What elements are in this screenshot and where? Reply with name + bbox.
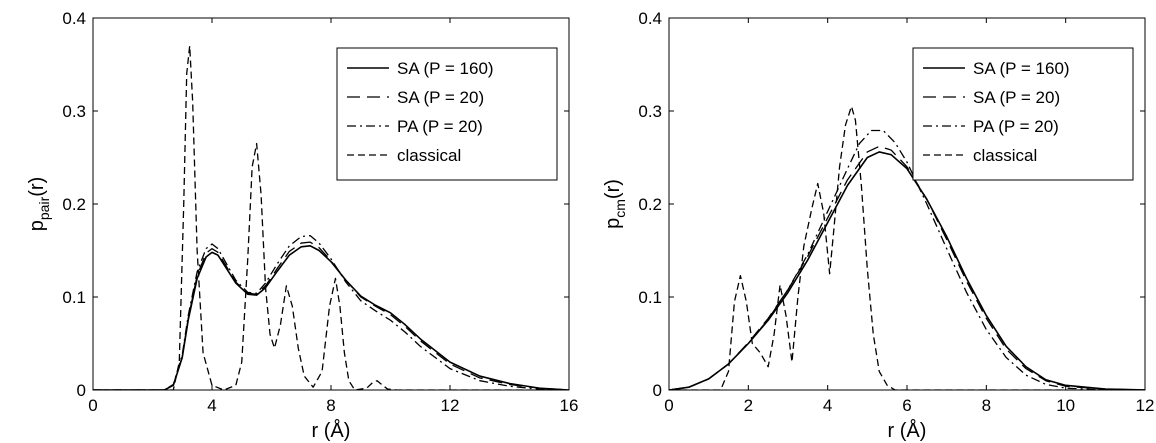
legend-box bbox=[912, 47, 1134, 181]
legend-label: classical bbox=[397, 146, 461, 165]
series-group bbox=[669, 105, 1145, 390]
x-tick-label: 4 bbox=[207, 396, 216, 415]
x-tick-label: 4 bbox=[823, 396, 832, 415]
y-tick-label: 0.2 bbox=[638, 195, 662, 214]
y-tick-label: 0.3 bbox=[62, 102, 86, 121]
x-tick-label: 12 bbox=[441, 396, 460, 415]
x-tick-label: 10 bbox=[1056, 396, 1075, 415]
series-line-sa-p-160 bbox=[93, 245, 569, 390]
series-group bbox=[93, 45, 569, 390]
series-line-sa-p-160 bbox=[669, 151, 1145, 390]
y-axis-label-suffix: (r) bbox=[602, 179, 624, 199]
legend: SA (P = 160) SA (P = 20) PA (P = 20) classi… bbox=[912, 47, 1134, 181]
y-axis-label: ppair(r) bbox=[26, 177, 52, 231]
y-axis-label-suffix: (r) bbox=[26, 177, 48, 197]
y-tick-label: 0.1 bbox=[638, 288, 662, 307]
y-tick-label: 0.1 bbox=[62, 288, 86, 307]
y-tick-label: 0.3 bbox=[638, 102, 662, 121]
x-tick-label: 0 bbox=[664, 396, 673, 415]
legend-box bbox=[336, 47, 558, 181]
y-axis-label: pcm(r) bbox=[602, 179, 628, 229]
x-tick-label: 8 bbox=[982, 396, 991, 415]
y-axis-label-main: p bbox=[26, 220, 48, 231]
left-chart-pair-distribution: 0 4 8 12 16 0 0.1 0.2 0.3 0.4 r (Å) ppair(r) SA (P =… bbox=[26, 9, 578, 442]
legend-label: PA (P = 20) bbox=[973, 117, 1059, 136]
legend-label: classical bbox=[973, 146, 1037, 165]
x-tick-label: 8 bbox=[326, 396, 335, 415]
legend: SA (P = 160) SA (P = 20) PA (P = 20) classi… bbox=[336, 47, 558, 181]
x-tick-label: 0 bbox=[88, 396, 97, 415]
legend-label: SA (P = 160) bbox=[973, 59, 1070, 78]
series-line-classical bbox=[669, 105, 1145, 390]
x-tick-label: 12 bbox=[1136, 396, 1155, 415]
x-tick-label: 2 bbox=[744, 396, 753, 415]
series-line-classical bbox=[93, 45, 569, 390]
series-line-pa-p-20 bbox=[93, 234, 569, 390]
legend-label: SA (P = 20) bbox=[973, 88, 1060, 107]
y-tick-label: 0.4 bbox=[62, 9, 86, 28]
x-axis-label: r (Å) bbox=[888, 419, 927, 442]
series-line-sa-p-20 bbox=[93, 241, 569, 390]
x-tick-label: 16 bbox=[560, 396, 579, 415]
y-tick-label: 0.4 bbox=[638, 9, 662, 28]
legend-label: SA (P = 160) bbox=[397, 59, 494, 78]
legend-label: PA (P = 20) bbox=[397, 117, 483, 136]
right-chart-cm-distribution: 0 2 4 6 8 10 12 0 0.1 0.2 0.3 0.4 r (Å) pcm(r) SA (P =… bbox=[602, 9, 1154, 442]
y-axis-label-subscript: cm bbox=[612, 199, 628, 218]
legend-label: SA (P = 20) bbox=[397, 88, 484, 107]
series-line-sa-p-20 bbox=[669, 145, 1145, 390]
y-tick-label: 0.2 bbox=[62, 195, 86, 214]
y-tick-label: 0 bbox=[653, 381, 662, 400]
y-axis-label-main: p bbox=[602, 218, 624, 229]
x-tick-label: 6 bbox=[902, 396, 911, 415]
x-axis-label: r (Å) bbox=[312, 419, 351, 442]
y-axis-label-subscript: pair bbox=[36, 196, 52, 220]
y-tick-label: 0 bbox=[77, 381, 86, 400]
